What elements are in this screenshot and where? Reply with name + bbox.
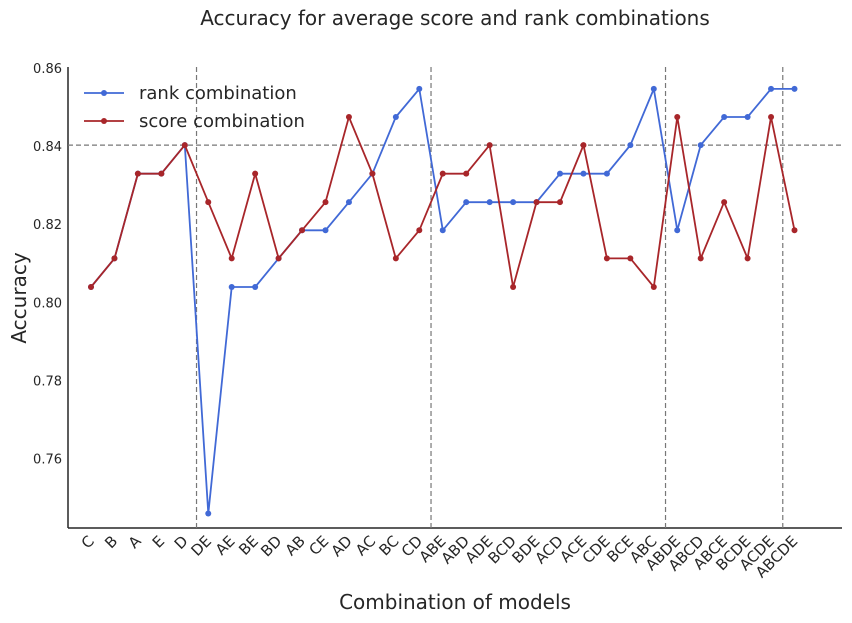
y-tick-label: 0.76 bbox=[33, 453, 62, 468]
data-point bbox=[205, 199, 212, 206]
y-tick-label: 0.86 bbox=[33, 62, 62, 77]
y-tick-label: 0.78 bbox=[33, 374, 62, 389]
data-point bbox=[627, 255, 634, 262]
data-point bbox=[768, 85, 775, 92]
data-point bbox=[650, 283, 657, 290]
data-point bbox=[721, 199, 728, 206]
x-tick-label: A bbox=[125, 532, 146, 553]
data-point bbox=[603, 170, 610, 177]
data-point bbox=[322, 227, 329, 234]
data-point bbox=[275, 255, 282, 262]
data-point bbox=[697, 142, 704, 149]
data-point bbox=[416, 227, 423, 234]
y-tick-label: 0.84 bbox=[33, 140, 62, 155]
data-point bbox=[299, 227, 306, 234]
data-point bbox=[697, 255, 704, 262]
data-point bbox=[510, 283, 517, 290]
data-point bbox=[158, 170, 165, 177]
data-point bbox=[557, 170, 563, 177]
data-point bbox=[557, 199, 563, 206]
data-point bbox=[88, 283, 94, 290]
data-point bbox=[369, 170, 376, 177]
data-point bbox=[134, 170, 141, 177]
data-point bbox=[228, 283, 235, 290]
x-tick-label: B bbox=[101, 532, 121, 552]
data-point bbox=[791, 85, 798, 92]
plot-area: 0.760.780.800.820.840.86C B A E DDEAEBEBDABC… bbox=[33, 62, 842, 581]
data-point bbox=[486, 142, 493, 149]
data-point bbox=[627, 142, 634, 149]
data-point bbox=[721, 114, 728, 121]
data-point bbox=[205, 510, 212, 517]
x-tick-label: D bbox=[171, 532, 192, 553]
data-point bbox=[463, 199, 470, 206]
data-point bbox=[322, 199, 329, 206]
legend-marker bbox=[101, 118, 107, 124]
data-point bbox=[252, 283, 259, 290]
data-point bbox=[486, 199, 493, 206]
y-axis-label: Accuracy bbox=[7, 252, 31, 343]
data-point bbox=[439, 227, 446, 234]
data-point bbox=[439, 170, 446, 177]
x-tick-label: E bbox=[149, 532, 168, 551]
data-point bbox=[603, 255, 610, 262]
data-point bbox=[791, 227, 798, 234]
data-point bbox=[111, 255, 118, 262]
data-point bbox=[181, 142, 188, 149]
y-tick-label: 0.80 bbox=[33, 296, 62, 311]
legend-entry: score combination bbox=[139, 111, 305, 132]
data-point bbox=[650, 85, 657, 92]
data-point bbox=[768, 114, 775, 121]
x-tick-label: C bbox=[78, 532, 98, 552]
x-axis-label: Combination of models bbox=[339, 590, 571, 614]
data-point bbox=[580, 170, 587, 177]
data-point bbox=[744, 114, 751, 121]
data-point bbox=[416, 85, 423, 92]
data-point bbox=[345, 199, 352, 206]
data-point bbox=[345, 114, 352, 121]
data-point bbox=[510, 199, 517, 206]
data-point bbox=[228, 255, 235, 262]
data-point bbox=[392, 255, 399, 262]
y-tick-label: 0.82 bbox=[33, 218, 62, 233]
data-point bbox=[533, 199, 540, 206]
data-point bbox=[674, 114, 681, 121]
data-point bbox=[580, 142, 587, 149]
data-point bbox=[463, 170, 470, 177]
data-point bbox=[674, 227, 681, 234]
data-point bbox=[252, 170, 259, 177]
legend-entry: rank combination bbox=[139, 83, 297, 104]
data-point bbox=[744, 255, 751, 262]
chart-title: Accuracy for average score and rank comb… bbox=[200, 6, 710, 30]
data-point bbox=[392, 114, 399, 121]
legend-marker bbox=[101, 90, 107, 96]
